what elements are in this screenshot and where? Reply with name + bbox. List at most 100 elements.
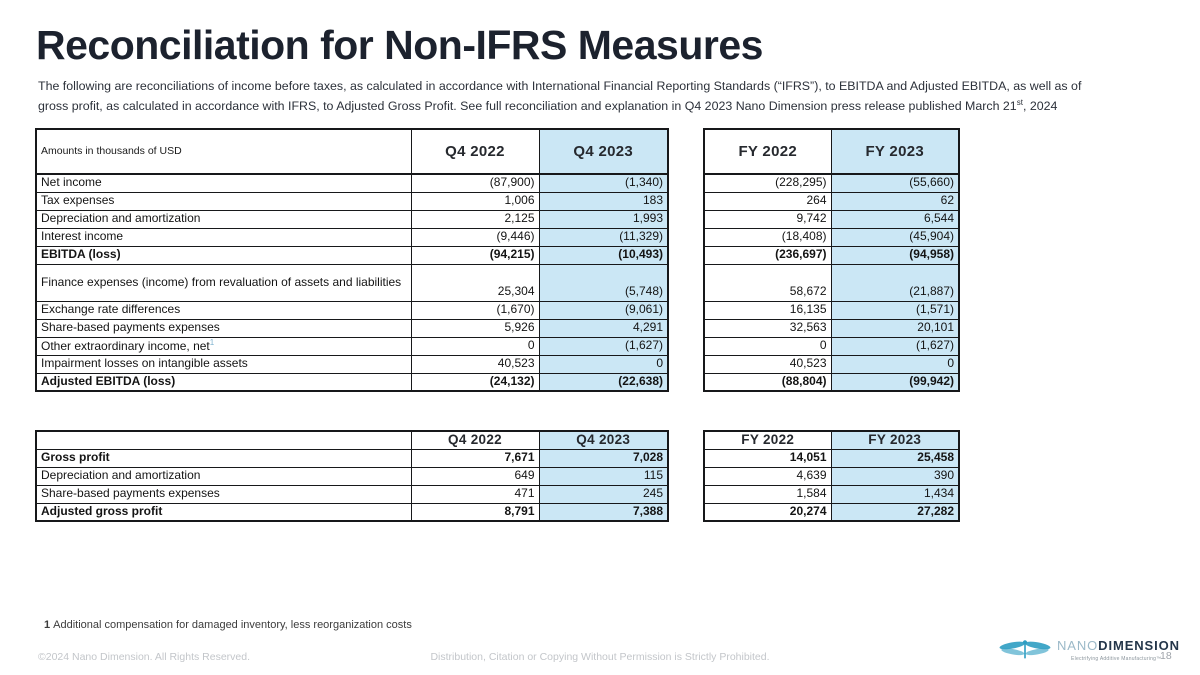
value-cell-q4-2023: (10,493) bbox=[538, 245, 669, 265]
table-row: Impairment losses on intangible assets 4… bbox=[35, 354, 669, 374]
row-label: Net income bbox=[35, 173, 412, 193]
table-row: 1,584 1,434 bbox=[703, 484, 960, 504]
table-header-row: FY 2022 FY 2023 bbox=[703, 128, 960, 175]
value-cell-fy-2022: 9,742 bbox=[703, 209, 832, 229]
value-cell-fy-2023: 25,458 bbox=[830, 448, 960, 468]
value-cell-q4-2023: (1,627) bbox=[538, 336, 669, 356]
nano-dimension-logo: NANODIMENSION Electrifying Additive Manu… bbox=[998, 636, 1180, 663]
page-number: 18 bbox=[1160, 650, 1172, 662]
value-cell-fy-2022: 40,523 bbox=[703, 354, 832, 374]
value-cell-q4-2023: 115 bbox=[538, 466, 669, 486]
row-label: Exchange rate differences bbox=[35, 300, 412, 320]
table-header-row: Amounts in thousands of USD Q4 2022 Q4 2… bbox=[35, 128, 669, 175]
table-row-ebitda: (236,697) (94,958) bbox=[703, 245, 960, 265]
disclaimer-text: Distribution, Citation or Copying Withou… bbox=[430, 651, 770, 663]
table-row-gross-profit: 14,051 25,458 bbox=[703, 448, 960, 468]
footnote-text: Additional compensation for damaged inve… bbox=[53, 619, 412, 631]
footnote: 1 Additional compensation for damaged inv… bbox=[44, 619, 412, 631]
logo-text: NANODIMENSION Electrifying Additive Manu… bbox=[1057, 637, 1180, 662]
gross-profit-table-fullyear: FY 2022 FY 2023 14,051 25,458 4,639 390 … bbox=[703, 430, 960, 522]
value-cell-q4-2022: 649 bbox=[410, 466, 540, 486]
table-row: 58,672 (21,887) bbox=[703, 263, 960, 302]
logo-dimension: DIMENSION bbox=[1098, 638, 1180, 653]
row-label: Depreciation and amortization bbox=[35, 209, 412, 229]
value-cell-fy-2023: (1,627) bbox=[830, 336, 960, 356]
gross-profit-table-quarterly: Q4 2022 Q4 2023 Gross profit 7,671 7,028… bbox=[35, 430, 669, 522]
value-cell-fy-2023: 27,282 bbox=[830, 502, 960, 522]
intro-superscript: st bbox=[1016, 97, 1023, 107]
table-row: Exchange rate differences (1,670) (9,061… bbox=[35, 300, 669, 320]
value-cell-q4-2022: (1,670) bbox=[410, 300, 540, 320]
copyright-text: ©2024 Nano Dimension. All Rights Reserve… bbox=[38, 651, 251, 663]
table-row-gross-profit: Gross profit 7,671 7,028 bbox=[35, 448, 669, 468]
value-cell-fy-2022: 264 bbox=[703, 191, 832, 211]
value-cell-q4-2023: 183 bbox=[538, 191, 669, 211]
value-cell-fy-2023: 6,544 bbox=[830, 209, 960, 229]
table-row: Share-based payments expenses 5,926 4,29… bbox=[35, 318, 669, 338]
value-cell-fy-2023: (99,942) bbox=[830, 372, 960, 392]
value-cell-fy-2022: 14,051 bbox=[703, 448, 832, 468]
value-cell-q4-2023: (9,061) bbox=[538, 300, 669, 320]
table-row: Interest income (9,446) (11,329) bbox=[35, 227, 669, 247]
value-cell-q4-2022: (94,215) bbox=[410, 245, 540, 265]
value-cell-fy-2023: 390 bbox=[830, 466, 960, 486]
value-cell-fy-2022: 16,135 bbox=[703, 300, 832, 320]
table-header-row: Q4 2022 Q4 2023 bbox=[35, 430, 669, 450]
table-row: 0 (1,627) bbox=[703, 336, 960, 356]
footnote-marker: 1 bbox=[44, 619, 51, 631]
table-row: 4,639 390 bbox=[703, 466, 960, 486]
dragonfly-icon bbox=[999, 640, 1051, 659]
value-cell-fy-2022: (228,295) bbox=[703, 173, 832, 193]
value-cell-fy-2022: (18,408) bbox=[703, 227, 832, 247]
column-header-q4-2022: Q4 2022 bbox=[410, 128, 540, 175]
intro-text: The following are reconciliations of inc… bbox=[38, 79, 1148, 114]
row-label: Share-based payments expenses bbox=[35, 318, 412, 338]
row-label: Gross profit bbox=[35, 448, 412, 468]
value-cell-q4-2023: 245 bbox=[538, 484, 669, 504]
value-cell-q4-2022: (87,900) bbox=[410, 173, 540, 193]
row-label-text: Other extraordinary income, net bbox=[41, 339, 210, 354]
column-header-fy-2023: FY 2023 bbox=[830, 430, 960, 450]
row-label: Share-based payments expenses bbox=[35, 484, 412, 504]
row-label: Interest income bbox=[35, 227, 412, 247]
logo-tagline: Electrifying Additive Manufacturing™ bbox=[1071, 656, 1162, 662]
value-cell-fy-2023: (45,904) bbox=[830, 227, 960, 247]
value-cell-q4-2022: 5,926 bbox=[410, 318, 540, 338]
value-cell-q4-2023: 0 bbox=[538, 354, 669, 374]
table-row: Depreciation and amortization 649 115 bbox=[35, 466, 669, 486]
footnote-reference: 1 bbox=[209, 338, 215, 348]
intro-line-1: The following are reconciliations of inc… bbox=[38, 79, 1082, 93]
column-header-fy-2022: FY 2022 bbox=[703, 430, 832, 450]
row-label: Finance expenses (income) from revaluati… bbox=[35, 263, 412, 302]
value-cell-q4-2023: (22,638) bbox=[538, 372, 669, 392]
row-label: Impairment losses on intangible assets bbox=[35, 354, 412, 374]
value-cell-q4-2022: 25,304 bbox=[410, 263, 540, 302]
table-row: Net income (87,900) (1,340) bbox=[35, 173, 669, 193]
value-cell-q4-2022: 0 bbox=[410, 336, 540, 356]
value-cell-q4-2023: (11,329) bbox=[538, 227, 669, 247]
logo-nano: NANO bbox=[1057, 638, 1099, 653]
table-row: Share-based payments expenses 471 245 bbox=[35, 484, 669, 504]
value-cell-fy-2023: 20,101 bbox=[830, 318, 960, 338]
table-row: 40,523 0 bbox=[703, 354, 960, 374]
value-cell-fy-2022: (236,697) bbox=[703, 245, 832, 265]
column-header-q4-2023: Q4 2023 bbox=[538, 430, 669, 450]
table-row: Depreciation and amortization 2,125 1,99… bbox=[35, 209, 669, 229]
units-label: Amounts in thousands of USD bbox=[35, 128, 412, 175]
value-cell-q4-2023: 4,291 bbox=[538, 318, 669, 338]
row-label: Adjusted gross profit bbox=[35, 502, 412, 522]
value-cell-fy-2022: 58,672 bbox=[703, 263, 832, 302]
column-header-fy-2023: FY 2023 bbox=[830, 128, 960, 175]
value-cell-q4-2022: (9,446) bbox=[410, 227, 540, 247]
ebitda-table-quarterly: Amounts in thousands of USD Q4 2022 Q4 2… bbox=[35, 128, 669, 392]
table-row-adjusted-gross-profit: 20,274 27,282 bbox=[703, 502, 960, 522]
row-label: Depreciation and amortization bbox=[35, 466, 412, 486]
row-label: Adjusted EBITDA (loss) bbox=[35, 372, 412, 392]
intro-line-2-end: , 2024 bbox=[1022, 98, 1058, 113]
column-header-q4-2022: Q4 2022 bbox=[410, 430, 540, 450]
table-row: Other extraordinary income, net1 0 (1,62… bbox=[35, 336, 669, 356]
column-header-fy-2022: FY 2022 bbox=[703, 128, 832, 175]
page-title: Reconciliation for Non-IFRS Measures bbox=[36, 22, 763, 68]
table-row: 9,742 6,544 bbox=[703, 209, 960, 229]
